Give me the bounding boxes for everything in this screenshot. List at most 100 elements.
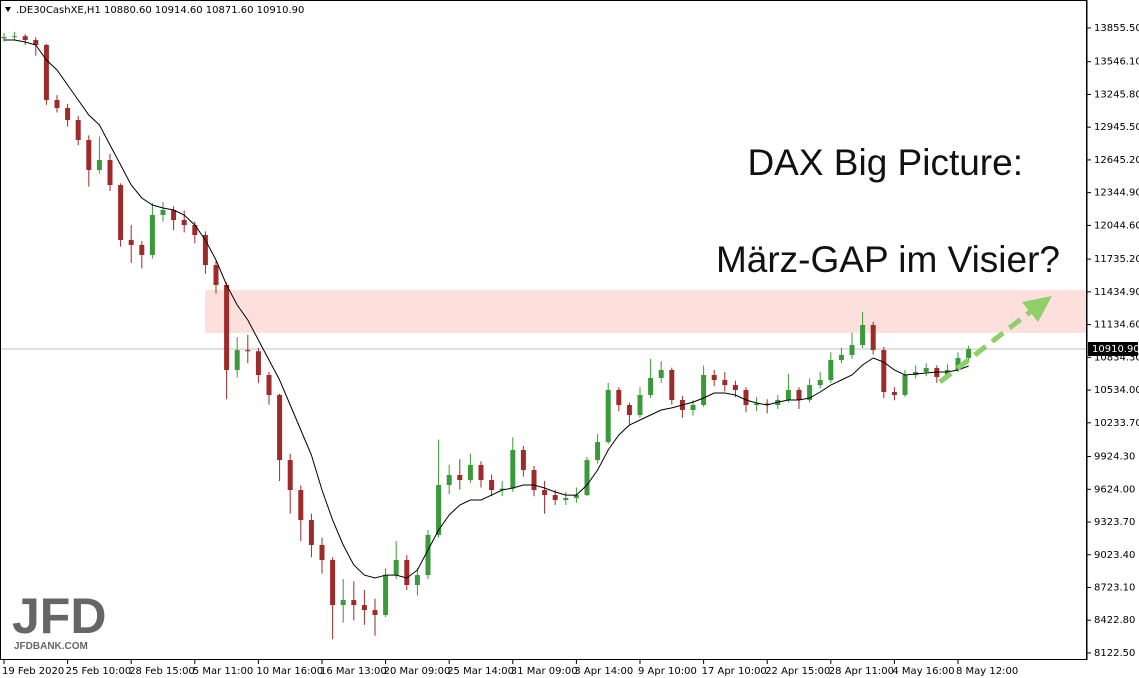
header-text: .DE30CashXE,H1 10880.60 10914.60 10871.6…: [16, 5, 304, 16]
x-tick-label: 22 Apr 15:00: [765, 666, 830, 677]
candle-body: [637, 394, 643, 416]
y-tick-label: 12645.20: [1094, 155, 1139, 166]
candle-body: [446, 474, 452, 486]
logo-site: JFDBANK.COM: [14, 641, 88, 652]
candle-body: [181, 220, 187, 226]
candle-body: [266, 375, 272, 395]
candle-body: [54, 99, 60, 109]
candle-body: [383, 575, 389, 615]
x-tick-label: 9 Apr 10:00: [638, 666, 697, 677]
candle-body: [414, 575, 420, 585]
y-tick-label: 13245.80: [1094, 89, 1139, 100]
moving-average: [4, 39, 969, 579]
candle-body: [75, 120, 81, 140]
annotation: DAX Big Picture:: [747, 142, 1023, 183]
candle-body: [340, 600, 346, 606]
candle-body: [192, 225, 198, 236]
candle-body: [595, 441, 601, 461]
candle-body: [807, 385, 813, 400]
candle-body: [552, 495, 558, 500]
candle-body: [934, 368, 940, 377]
candle-body: [43, 45, 49, 100]
candle-body: [605, 389, 611, 442]
candle-body: [361, 605, 367, 611]
candle-body: [330, 560, 336, 606]
candle-body: [213, 265, 219, 285]
candle-body: [669, 370, 675, 400]
candle-body: [425, 534, 431, 576]
candle-body: [160, 209, 166, 215]
candle-body: [245, 350, 251, 352]
x-tick-label: 31 Mar 09:00: [511, 666, 578, 677]
candle-body: [128, 239, 134, 245]
y-tick-label: 11434.90: [1094, 287, 1139, 298]
y-tick-label: 10534.00: [1094, 385, 1139, 396]
candle-body: [817, 380, 823, 386]
candle-body: [234, 350, 240, 371]
y-tick-label: 8122.50: [1094, 648, 1135, 659]
candle-body: [499, 488, 505, 491]
candle-body: [785, 389, 791, 400]
candle-body: [881, 350, 887, 393]
y-tick-label: 10834.30: [1094, 352, 1139, 363]
last-price-box: [1088, 341, 1138, 356]
x-tick-label: 10 Mar 16:00: [256, 666, 323, 677]
y-tick-label: 12044.60: [1094, 220, 1139, 231]
logo: JFD: [12, 588, 106, 644]
candle-body: [616, 389, 622, 406]
header-triangle: [5, 7, 11, 12]
x-tick-label: 20 Mar 09:00: [384, 666, 451, 677]
arrow-shaft: [938, 310, 1032, 384]
candle-body: [319, 544, 325, 561]
candle-body: [955, 358, 961, 371]
y-tick-label: 11134.60: [1094, 320, 1139, 331]
candle-body: [626, 405, 632, 416]
candle-body: [732, 385, 738, 390]
x-tick-label: 3 Apr 14:00: [574, 666, 633, 677]
y-tick-label: 10233.70: [1094, 418, 1139, 429]
candle-body: [436, 485, 442, 535]
candle-body: [107, 160, 113, 186]
candle-body: [648, 377, 654, 395]
x-tick-label: 8 May 12:00: [956, 666, 1018, 677]
annotation: März-GAP im Visier?: [716, 239, 1060, 280]
candle-body: [902, 375, 908, 395]
candle-body: [796, 389, 802, 400]
candle-body: [149, 214, 155, 255]
candle-body: [393, 560, 399, 576]
y-tick-label: 8723.10: [1094, 582, 1135, 593]
candle-body: [139, 244, 145, 255]
y-tick-label: 13546.10: [1094, 57, 1139, 68]
candle-body: [584, 460, 590, 496]
candle-body: [287, 460, 293, 491]
candle-body: [966, 348, 972, 359]
candle-body: [277, 394, 283, 461]
candle-body: [870, 324, 876, 351]
candle-body: [404, 560, 410, 585]
candle-body: [478, 464, 484, 481]
x-tick-label: 19 Feb 2020: [2, 666, 64, 677]
y-tick-label: 9924.30: [1094, 452, 1135, 463]
x-tick-label: 16 Mar 13:00: [320, 666, 387, 677]
candle-body: [764, 403, 770, 406]
candle-body: [923, 368, 929, 372]
candle-body: [22, 36, 28, 41]
candle-body: [711, 375, 717, 381]
candle-body: [701, 375, 707, 406]
x-tick-label: 4 May 16:00: [892, 666, 954, 677]
candle-body: [96, 160, 102, 170]
candle-body: [743, 389, 749, 406]
zone-layer: [205, 289, 1086, 333]
candle-body: [510, 450, 516, 489]
candle-body: [86, 139, 92, 170]
candle-body: [531, 469, 537, 491]
x-tick-label: 17 Apr 10:00: [702, 666, 767, 677]
candle-body: [202, 235, 208, 266]
x-tick-label: 28 Feb 15:00: [129, 666, 195, 677]
candle-body: [722, 380, 728, 386]
candle-body: [351, 600, 357, 606]
candle-body: [12, 36, 18, 38]
